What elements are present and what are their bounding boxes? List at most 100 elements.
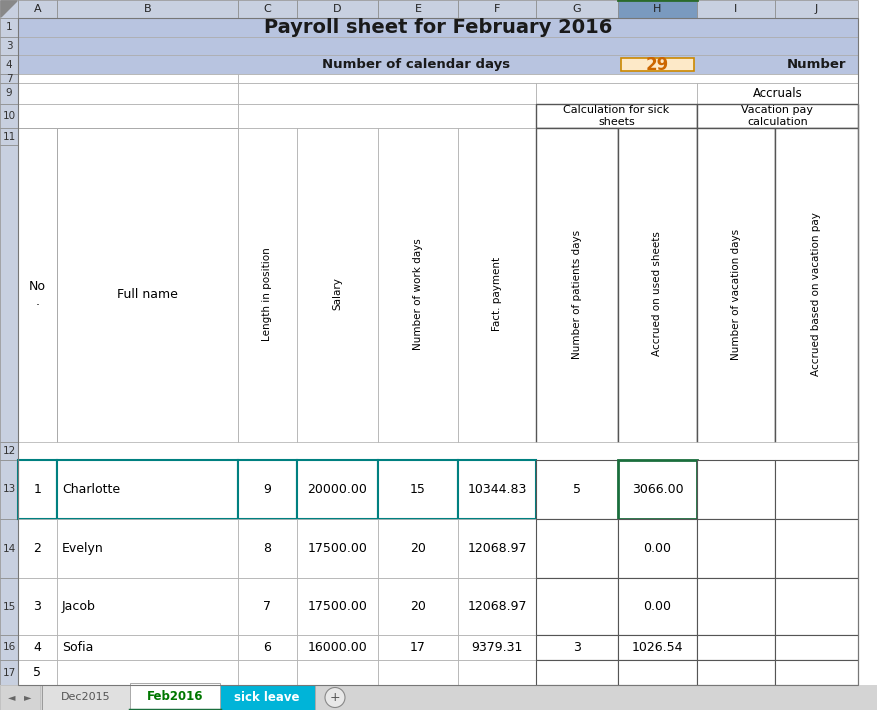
Bar xyxy=(238,578,296,635)
Bar xyxy=(774,578,857,635)
Bar xyxy=(617,128,696,460)
Bar xyxy=(296,0,378,18)
Bar xyxy=(238,128,296,460)
Bar xyxy=(458,660,535,685)
Text: Payroll sheet for February 2016: Payroll sheet for February 2016 xyxy=(263,18,611,37)
Bar xyxy=(238,460,296,519)
Bar xyxy=(378,635,458,660)
Bar xyxy=(0,83,18,104)
Bar xyxy=(18,460,57,519)
Bar xyxy=(535,578,617,635)
Bar xyxy=(535,128,617,460)
Bar xyxy=(696,578,774,635)
Bar xyxy=(0,685,877,710)
Text: Jacob: Jacob xyxy=(62,600,96,613)
Text: 3: 3 xyxy=(5,41,12,51)
Bar xyxy=(458,519,535,578)
Bar xyxy=(296,578,378,635)
Bar xyxy=(18,83,238,104)
Bar xyxy=(57,660,238,685)
Text: 1: 1 xyxy=(5,23,12,33)
Bar xyxy=(18,0,57,18)
Text: 9: 9 xyxy=(263,483,271,496)
Bar xyxy=(238,660,296,685)
Text: 7: 7 xyxy=(5,74,12,84)
Bar xyxy=(458,0,535,18)
Text: C: C xyxy=(263,4,271,14)
Bar xyxy=(774,519,857,578)
Text: 10: 10 xyxy=(3,111,16,121)
Text: 0.00: 0.00 xyxy=(643,600,671,613)
Text: Calculation for sick
sheets: Calculation for sick sheets xyxy=(563,105,669,127)
Polygon shape xyxy=(1,1,17,17)
Text: Vacation pay
calculation: Vacation pay calculation xyxy=(741,105,813,127)
Text: 3: 3 xyxy=(33,600,41,613)
Bar xyxy=(535,635,617,660)
Bar xyxy=(18,128,57,460)
Text: Sofia: Sofia xyxy=(62,641,93,654)
Bar xyxy=(696,519,774,578)
Bar xyxy=(378,460,458,519)
Bar xyxy=(0,685,40,710)
Bar xyxy=(0,104,18,128)
Text: 0.00: 0.00 xyxy=(643,542,671,555)
Text: Number: Number xyxy=(786,58,845,71)
Bar xyxy=(378,0,458,18)
Bar xyxy=(18,18,857,37)
Bar xyxy=(458,635,535,660)
Bar xyxy=(57,635,238,660)
Text: ◄: ◄ xyxy=(8,692,16,702)
Text: Accrued on used sheets: Accrued on used sheets xyxy=(652,231,662,356)
Bar xyxy=(0,635,18,660)
Bar xyxy=(0,128,18,145)
Bar xyxy=(0,660,18,685)
Bar xyxy=(774,0,857,18)
Bar xyxy=(18,55,857,74)
Text: 4: 4 xyxy=(33,641,41,654)
Bar xyxy=(238,519,296,578)
Bar xyxy=(617,660,696,685)
Text: Full name: Full name xyxy=(117,288,178,300)
Text: 14: 14 xyxy=(3,543,16,554)
Bar xyxy=(458,128,535,460)
Bar xyxy=(378,128,458,460)
Bar xyxy=(238,0,296,18)
Bar xyxy=(220,685,315,710)
Bar xyxy=(378,660,458,685)
Bar xyxy=(696,0,774,18)
Bar xyxy=(0,519,18,578)
Text: B: B xyxy=(144,4,151,14)
Text: Dec2015: Dec2015 xyxy=(61,692,111,702)
Bar xyxy=(18,660,57,685)
Text: Length in position: Length in position xyxy=(262,247,272,341)
Bar xyxy=(296,660,378,685)
Text: Evelyn: Evelyn xyxy=(62,542,103,555)
Bar xyxy=(774,460,857,519)
Bar xyxy=(0,18,18,37)
Bar xyxy=(238,104,535,128)
Bar xyxy=(535,519,617,578)
Text: 17500.00: 17500.00 xyxy=(307,600,367,613)
Bar xyxy=(238,74,857,83)
Bar xyxy=(620,58,693,71)
Text: 15: 15 xyxy=(410,483,425,496)
Text: 1026.54: 1026.54 xyxy=(631,641,682,654)
Text: 6: 6 xyxy=(263,641,271,654)
Bar xyxy=(0,145,18,442)
Bar xyxy=(696,660,774,685)
Bar xyxy=(535,660,617,685)
Bar xyxy=(238,635,296,660)
Text: 20: 20 xyxy=(410,600,425,613)
Bar xyxy=(57,578,238,635)
Text: 7: 7 xyxy=(263,600,271,613)
Bar xyxy=(18,519,57,578)
Bar xyxy=(617,0,696,18)
Text: 12068.97: 12068.97 xyxy=(467,600,526,613)
Text: ►: ► xyxy=(25,692,32,702)
Text: 20: 20 xyxy=(410,542,425,555)
Text: Number of calendar days: Number of calendar days xyxy=(322,58,510,71)
Text: +: + xyxy=(329,691,340,704)
Text: Number of work days: Number of work days xyxy=(412,238,423,350)
Text: A: A xyxy=(33,4,41,14)
Bar xyxy=(296,460,378,519)
